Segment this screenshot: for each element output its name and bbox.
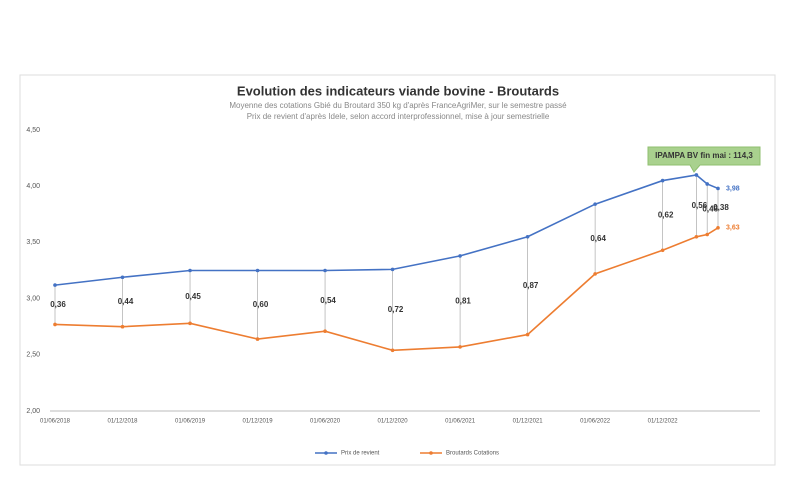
legend-label: Prix de revient (341, 451, 380, 457)
point (53, 322, 57, 327)
gap-label: 0,38 (713, 203, 729, 212)
x-tick-label: 01/06/2022 (580, 419, 611, 425)
gap-label: 0,46 (702, 204, 718, 213)
point (458, 254, 462, 258)
y-tick-label: 3,50 (26, 239, 40, 246)
point (705, 182, 709, 186)
point (525, 234, 530, 239)
legend-marker (324, 451, 328, 455)
chart-title: Evolution des indicateurs viande bovine … (237, 83, 559, 98)
point (390, 267, 395, 272)
chart-subtitle: Moyenne des cotations Gbié du Broutard 3… (229, 101, 567, 110)
callout: IPAMPA BV fin mai : 114,3 (647, 146, 761, 173)
x-tick-label: 01/12/2021 (513, 419, 544, 425)
point (660, 178, 665, 183)
gap-label: 0,54 (320, 296, 336, 305)
point (705, 232, 709, 237)
gap-label: 0,56 (692, 201, 708, 210)
point (255, 337, 260, 341)
gap-label: 0,36 (50, 300, 66, 309)
gap-label: 0,62 (658, 211, 674, 220)
point (323, 268, 327, 273)
point (458, 345, 462, 349)
point (593, 202, 597, 206)
point (660, 248, 665, 253)
y-tick-label: 3,00 (26, 295, 40, 302)
x-tick-label: 01/06/2018 (40, 419, 71, 425)
point (323, 329, 327, 333)
x-tick-label: 01/12/2022 (648, 419, 679, 425)
value-label: 3,63 (726, 225, 740, 232)
gap-label: 0,81 (455, 297, 471, 306)
callout-box (647, 146, 761, 173)
point (255, 268, 260, 273)
y-tick-label: 4,00 (26, 183, 40, 190)
legend-marker (429, 451, 433, 455)
point (120, 324, 125, 329)
point (390, 348, 395, 353)
point (525, 332, 530, 337)
value-label: 3,98 (726, 185, 740, 192)
y-tick-label: 4,50 (26, 127, 40, 134)
point (694, 234, 699, 239)
gap-label: 0,45 (185, 292, 201, 301)
x-tick-label: 01/12/2020 (378, 419, 409, 425)
y-tick-label: 2,00 (26, 408, 40, 415)
point (716, 186, 720, 191)
gap-label: 0,64 (590, 234, 606, 243)
x-tick-label: 01/06/2020 (310, 419, 341, 425)
x-tick-label: 01/12/2019 (243, 419, 274, 425)
point (120, 275, 125, 280)
point (716, 225, 720, 230)
chart-frame (19, 74, 776, 466)
legend-label: Broutards Cotations (446, 451, 499, 457)
point (593, 272, 597, 276)
x-tick-label: 01/06/2021 (445, 419, 476, 425)
point (53, 283, 57, 287)
gap-label: 0,87 (523, 281, 539, 290)
chart-subtitle: Prix de revient d'après Idele, selon acc… (247, 112, 550, 121)
point (188, 268, 192, 273)
point (694, 173, 699, 177)
gap-label: 0,60 (253, 300, 269, 309)
x-tick-label: 01/06/2019 (175, 419, 206, 425)
point (188, 321, 192, 326)
gap-label: 0,44 (118, 297, 134, 306)
x-tick-label: 01/12/2018 (107, 419, 138, 425)
y-tick-label: 2,50 (26, 352, 40, 359)
callout-text: IPAMPA BV fin mai : 114,3 (655, 151, 753, 160)
gap-label: 0,72 (388, 305, 404, 314)
